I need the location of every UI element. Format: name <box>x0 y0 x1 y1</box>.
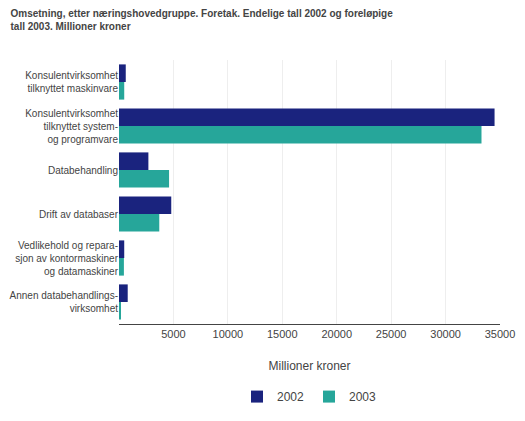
svg-text:2002: 2002 <box>277 390 304 404</box>
svg-text:20000: 20000 <box>321 328 352 340</box>
svg-text:Millioner kroner: Millioner kroner <box>268 359 350 373</box>
svg-text:35000: 35000 <box>485 328 516 340</box>
svg-text:Drift av databaser: Drift av databaser <box>39 209 119 220</box>
svg-text:2003: 2003 <box>349 390 376 404</box>
svg-text:30000: 30000 <box>430 328 461 340</box>
svg-text:Konsulentvirksomhettilknyttet: Konsulentvirksomhettilknyttet system-og … <box>25 108 118 145</box>
svg-text:Annen databehandlings-virksomh: Annen databehandlings-virksomhet <box>10 290 119 314</box>
svg-text:Vedlikehold og repara-sjon av: Vedlikehold og repara-sjon av kontormask… <box>15 240 118 277</box>
svg-text:Omsetning, etter næringshovedg: Omsetning, etter næringshovedgruppe. For… <box>11 8 394 32</box>
svg-text:25000: 25000 <box>376 328 407 340</box>
svg-text:5000: 5000 <box>161 328 185 340</box>
svg-text:Databehandling: Databehandling <box>48 165 118 176</box>
svg-text:Konsulentvirksomhettilknyttet: Konsulentvirksomhettilknyttet maskinvare <box>25 70 118 94</box>
svg-text:15000: 15000 <box>267 328 298 340</box>
svg-text:10000: 10000 <box>213 328 244 340</box>
